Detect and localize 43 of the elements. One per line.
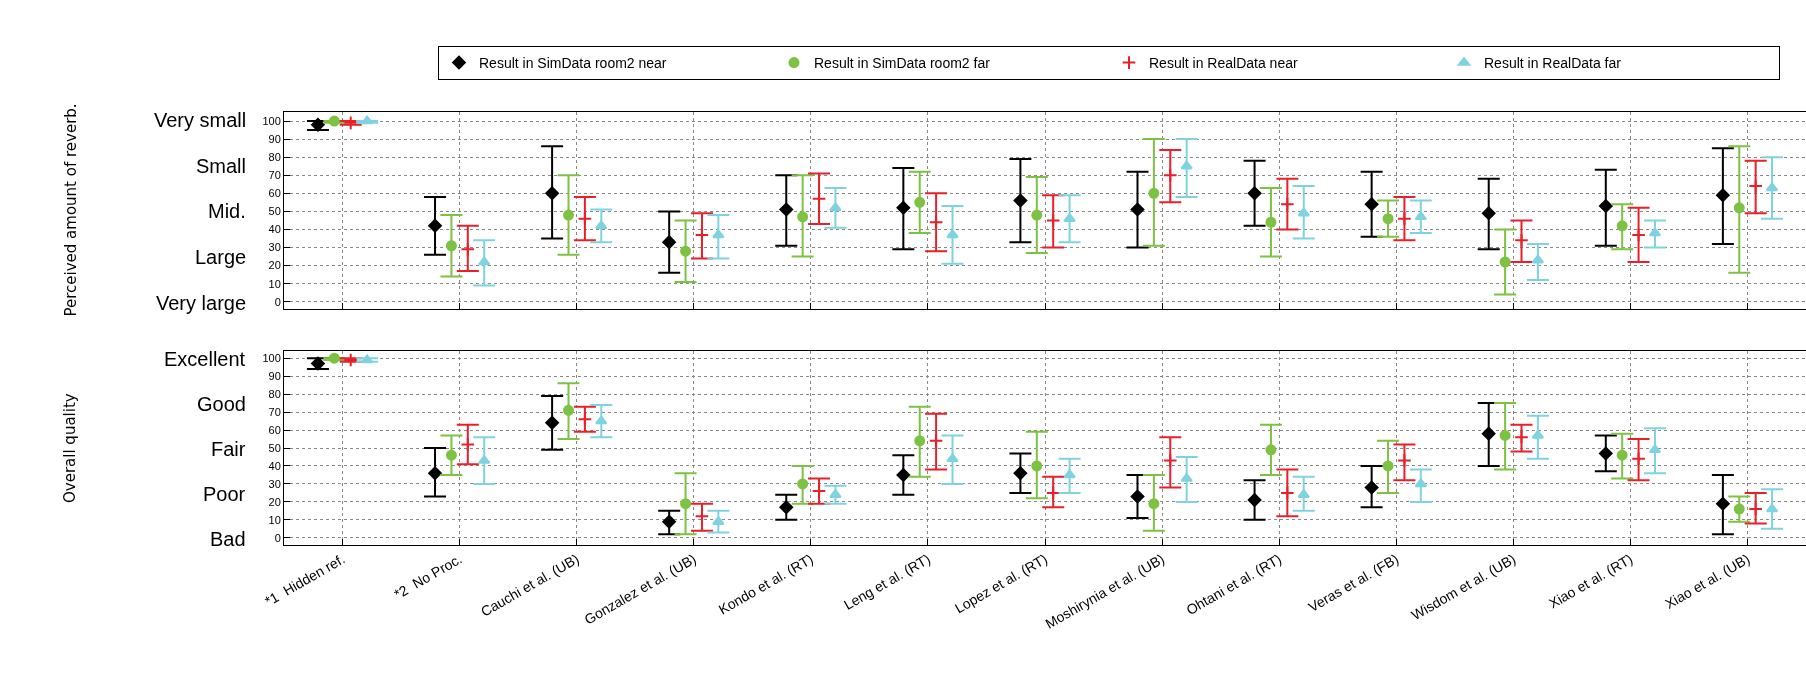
y-tick-label: 80 (268, 387, 281, 400)
y-tick-label: 20 (268, 259, 281, 272)
legend-label: Result in SimData room2 near (479, 55, 667, 72)
y-tick-label: 100 (262, 114, 281, 127)
legend-label: Result in RealData near (1149, 55, 1298, 72)
y-tick-label: 10 (268, 513, 281, 526)
y-tick-label: 60 (268, 187, 281, 200)
text: Very small (154, 109, 247, 131)
y-axis-title: Overall quality (61, 393, 79, 503)
text: Small (196, 155, 247, 177)
y-tick-label: 50 (268, 441, 281, 454)
text: Poor (203, 483, 246, 505)
y-tick-label: 30 (268, 477, 281, 490)
y-tick-label: 10 (268, 277, 281, 290)
y-tick-label: 40 (268, 223, 281, 236)
x-tick-label: Leng et al. (RT) (840, 550, 933, 613)
y-tick-label: 90 (268, 370, 281, 382)
text: Very large (156, 292, 247, 314)
y-tick-label: 80 (268, 151, 281, 164)
text: Excellent (164, 348, 246, 370)
text: Bad (210, 528, 246, 550)
y-tick-label: 60 (268, 423, 281, 436)
y-tick-label: 70 (268, 405, 281, 418)
legend-label: Result in RealData far (1484, 55, 1622, 72)
x-tick-label: *2 No Proc. (391, 550, 465, 603)
text: Large (195, 246, 247, 268)
y-axis-title: Perceived amount of reverb. (61, 103, 80, 317)
y-tick-label: 40 (268, 459, 281, 472)
legend-label: Result in SimData room2 far (814, 55, 991, 72)
x-tick-label: Veras et al. (FB) (1305, 550, 1402, 616)
text: Good (197, 393, 246, 415)
y-tick-label: 90 (268, 132, 281, 145)
x-tick-label: Xiao et al. (UB) (1662, 550, 1753, 612)
text: Mid. (208, 200, 246, 222)
y-tick-label: 50 (268, 205, 281, 218)
text: Fair (211, 438, 246, 460)
y-tick-label: 0 (274, 295, 281, 308)
y-tick-label: 30 (268, 241, 281, 254)
x-tick-label: Xiao et al. (RT) (1546, 550, 1636, 612)
y-tick-label: 100 (262, 352, 281, 365)
y-tick-label: 20 (268, 495, 281, 508)
y-tick-label: 0 (274, 531, 281, 544)
y-tick-label: 70 (268, 169, 281, 182)
